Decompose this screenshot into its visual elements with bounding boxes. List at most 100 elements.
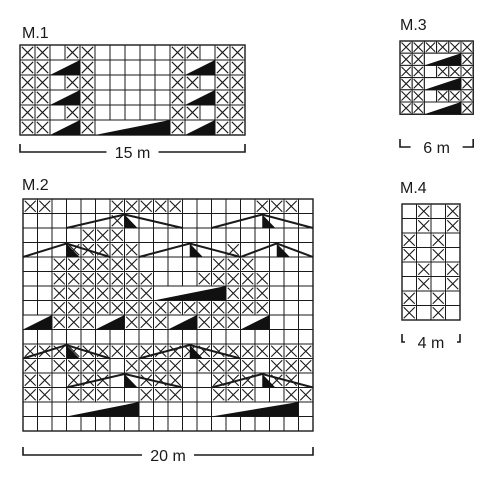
grid-cell bbox=[22, 329, 38, 345]
grid-cell bbox=[139, 104, 156, 121]
grid-cell bbox=[254, 358, 270, 374]
cross-stitch-symbol bbox=[198, 359, 211, 372]
width-label-m2: 20 m bbox=[150, 448, 186, 465]
grid-cell bbox=[154, 59, 171, 76]
cross-stitch-symbol bbox=[299, 359, 312, 372]
cross-stitch-symbol bbox=[231, 121, 244, 134]
cross-stitch-symbol bbox=[227, 301, 240, 314]
cross-stitch-symbol bbox=[231, 76, 244, 89]
grid-cell bbox=[109, 89, 126, 106]
cross-stitch-symbol bbox=[171, 46, 184, 59]
diagram-m4: M.4 4 m bbox=[400, 180, 461, 352]
grid-cell bbox=[269, 300, 285, 316]
grid-cell bbox=[37, 329, 53, 345]
cross-stitch-symbol bbox=[66, 76, 79, 89]
diagram-title-m2: M.2 bbox=[22, 177, 49, 194]
cross-stitch-symbol bbox=[82, 272, 95, 285]
grid-cell bbox=[269, 227, 285, 243]
grid-cell bbox=[196, 198, 212, 214]
decrease-triangle-symbol bbox=[50, 90, 80, 105]
grid-cell bbox=[182, 401, 198, 417]
cross-stitch-symbol bbox=[96, 388, 109, 401]
width-bracket bbox=[19, 144, 246, 153]
grid-cell bbox=[283, 329, 299, 345]
grid-cell bbox=[109, 416, 125, 432]
cross-stitch-symbol bbox=[36, 76, 49, 89]
chevron-fill-symbol bbox=[189, 243, 203, 257]
chevron-fill-symbol bbox=[262, 214, 276, 228]
decrease-triangle-symbol bbox=[66, 402, 139, 417]
chevron-fill-symbol bbox=[189, 345, 203, 359]
cross-stitch-symbol bbox=[154, 388, 167, 401]
grid-cell bbox=[199, 44, 216, 61]
grid-cell bbox=[401, 261, 417, 277]
grid-cell bbox=[269, 314, 285, 330]
chevron-fill-symbol bbox=[66, 345, 80, 359]
cross-stitch-symbol bbox=[67, 374, 80, 387]
chevron-fill-symbol bbox=[124, 214, 138, 228]
cross-stitch-symbol bbox=[216, 76, 229, 89]
grid-cell bbox=[94, 44, 111, 61]
cross-stitch-symbol bbox=[125, 243, 138, 256]
grid-cell bbox=[283, 256, 299, 272]
grid-cell bbox=[66, 329, 82, 345]
cross-stitch-symbol bbox=[212, 345, 225, 358]
cross-stitch-symbol bbox=[171, 106, 184, 119]
cross-stitch-symbol bbox=[67, 316, 80, 329]
grid-cell bbox=[416, 232, 432, 248]
grid-cell bbox=[269, 256, 285, 272]
cross-stitch-symbol bbox=[171, 121, 184, 134]
grid-cell bbox=[196, 387, 212, 403]
cross-stitch-symbol bbox=[403, 306, 416, 319]
cross-stitch-symbol bbox=[24, 359, 37, 372]
cross-stitch-symbol bbox=[446, 263, 459, 276]
cross-stitch-symbol bbox=[401, 66, 412, 77]
cross-stitch-symbol bbox=[169, 388, 182, 401]
grid-cell bbox=[22, 213, 38, 229]
cross-stitch-symbol bbox=[82, 258, 95, 271]
decrease-triangle-symbol bbox=[424, 77, 461, 90]
cross-stitch-symbol bbox=[154, 316, 167, 329]
cross-stitch-symbol bbox=[140, 200, 153, 213]
grid-cell bbox=[182, 213, 198, 229]
grid-cell bbox=[51, 372, 67, 388]
cross-stitch-symbol bbox=[81, 46, 94, 59]
grid-cell bbox=[196, 401, 212, 417]
cross-stitch-symbol bbox=[413, 90, 424, 101]
cross-stitch-symbol bbox=[186, 46, 199, 59]
cross-stitch-symbol bbox=[140, 316, 153, 329]
grid-cell bbox=[445, 247, 461, 263]
cross-stitch-symbol bbox=[241, 272, 254, 285]
cross-stitch-symbol bbox=[256, 200, 269, 213]
grid-cell bbox=[153, 329, 169, 345]
grid-cell bbox=[182, 198, 198, 214]
cross-stitch-symbol bbox=[125, 301, 138, 314]
grid-cell bbox=[153, 416, 169, 432]
grid-cell bbox=[138, 256, 154, 272]
cross-stitch-symbol bbox=[212, 272, 225, 285]
grid-cell bbox=[37, 358, 53, 374]
cross-stitch-symbol bbox=[53, 272, 66, 285]
cross-stitch-symbol bbox=[38, 388, 51, 401]
cross-stitch-symbol bbox=[24, 388, 37, 401]
cross-stitch-symbol bbox=[231, 46, 244, 59]
cross-stitch-symbol bbox=[231, 91, 244, 104]
grid-cell bbox=[269, 329, 285, 345]
cross-stitch-symbol bbox=[82, 316, 95, 329]
grid-cell bbox=[283, 227, 299, 243]
cross-stitch-symbol bbox=[231, 61, 244, 74]
grid-cell bbox=[139, 59, 156, 76]
cross-stitch-symbol bbox=[82, 287, 95, 300]
cross-stitch-symbol bbox=[67, 301, 80, 314]
grid-cell bbox=[154, 44, 171, 61]
grid-cell bbox=[109, 358, 125, 374]
cross-stitch-symbol bbox=[270, 200, 283, 213]
grid-cell bbox=[211, 198, 227, 214]
cross-stitch-symbol bbox=[21, 91, 34, 104]
cross-stitch-symbol bbox=[96, 301, 109, 314]
cross-stitch-symbol bbox=[96, 229, 109, 242]
grid-cell bbox=[254, 227, 270, 243]
grid-cell bbox=[154, 89, 171, 106]
grid-cell bbox=[51, 387, 67, 403]
grid-cell bbox=[109, 44, 126, 61]
